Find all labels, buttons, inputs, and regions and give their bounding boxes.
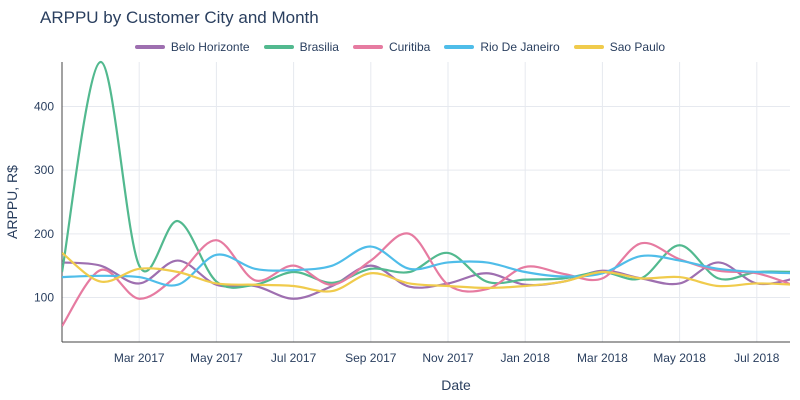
x-tick-label: Nov 2017 (422, 351, 474, 365)
y-tick-label: 400 (34, 100, 54, 114)
x-tick-label: Jul 2017 (271, 351, 317, 365)
legend-item-belo-horizonte[interactable]: Belo Horizonte (134, 40, 250, 54)
legend-item-rio-de-janeiro[interactable]: Rio De Janeiro (444, 40, 560, 54)
legend-label: Rio De Janeiro (480, 40, 560, 54)
legend: Belo Horizonte Brasilia Curitiba Rio De Jan… (0, 40, 800, 54)
legend-swatch (134, 45, 165, 49)
series-line-rio-de-janeiro[interactable] (62, 245, 795, 287)
legend-item-curitiba[interactable]: Curitiba (352, 40, 431, 54)
series-line-brasilia[interactable] (62, 60, 795, 289)
x-tick-label: Jan 2018 (501, 351, 551, 365)
x-axis-title: Date (441, 377, 471, 393)
legend-swatch (263, 45, 294, 49)
series-line-curitiba[interactable] (62, 232, 795, 327)
y-tick-label: 100 (34, 290, 54, 304)
legend-swatch (352, 45, 383, 49)
x-tick-label: Sep 2017 (345, 351, 397, 365)
legend-item-sao-paulo[interactable]: Sao Paulo (573, 40, 666, 54)
chart-title: ARPPU by Customer City and Month (40, 8, 319, 27)
legend-label: Brasilia (299, 40, 339, 54)
y-tick-label: 300 (34, 163, 54, 177)
x-tick-label: Mar 2017 (114, 351, 165, 365)
legend-label: Curitiba (388, 40, 431, 54)
series-line-sao-paulo[interactable] (62, 252, 795, 293)
legend-label: Belo Horizonte (170, 40, 250, 54)
series-group (62, 60, 795, 327)
x-tick-label: May 2018 (653, 351, 706, 365)
x-tick-label: Jul 2018 (734, 351, 780, 365)
legend-label: Sao Paulo (609, 40, 666, 54)
legend-swatch (444, 45, 475, 49)
y-axis-title: ARPPU, R$ (4, 165, 20, 239)
y-tick-label: 200 (34, 227, 54, 241)
series-line-belo-horizonte[interactable] (62, 259, 795, 300)
legend-swatch (573, 45, 604, 49)
x-tick-label: Mar 2018 (577, 351, 628, 365)
legend-item-brasilia[interactable]: Brasilia (263, 40, 339, 54)
x-tick-label: May 2017 (190, 351, 243, 365)
